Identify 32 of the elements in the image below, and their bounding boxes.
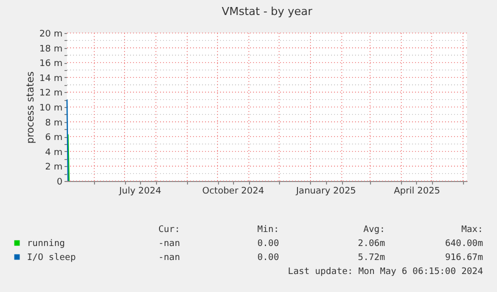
y-tick-label: 18 m [39,44,62,54]
y-tick-label: 12 m [39,88,62,99]
x-tick-label: October 2024 [202,186,264,196]
legend-label: running [27,239,65,249]
text: -nan [158,239,180,249]
y-tick-label: 16 m [39,59,62,70]
text: 0.00 [257,239,279,249]
chart-title: VMstat - by year [222,5,313,18]
text: Avg: [363,225,385,235]
x-tick-label: July 2024 [118,186,162,196]
x-tick-label: January 2025 [295,186,356,196]
y-tick-label: 8 m [45,118,62,128]
y-tick-label: 6 m [45,133,62,144]
text: Min: [257,225,279,235]
text: 2.06m [358,239,385,249]
y-tick-label: 14 m [39,74,62,84]
x-tick-label: April 2025 [394,186,440,196]
legend-label: I/O sleep [27,253,76,263]
y-tick-label: 20 m [39,30,62,40]
y-tick-label: 4 m [45,148,62,158]
y-tick-label: 0 [56,178,63,188]
text: Cur: [158,225,180,235]
text: Max: [461,225,483,235]
text: 0.00 [257,253,279,263]
text: -nan [158,253,180,263]
text: 5.72m [358,253,385,263]
y-axis-title: process states [25,71,36,144]
text: Last update: Mon May 6 06:15:00 2024 [288,267,483,277]
y-tick-label: 10 m [39,104,62,114]
y-tick-label: 2 m [45,162,62,173]
text: 640.00m [445,239,483,249]
text: 916.67m [445,253,483,263]
